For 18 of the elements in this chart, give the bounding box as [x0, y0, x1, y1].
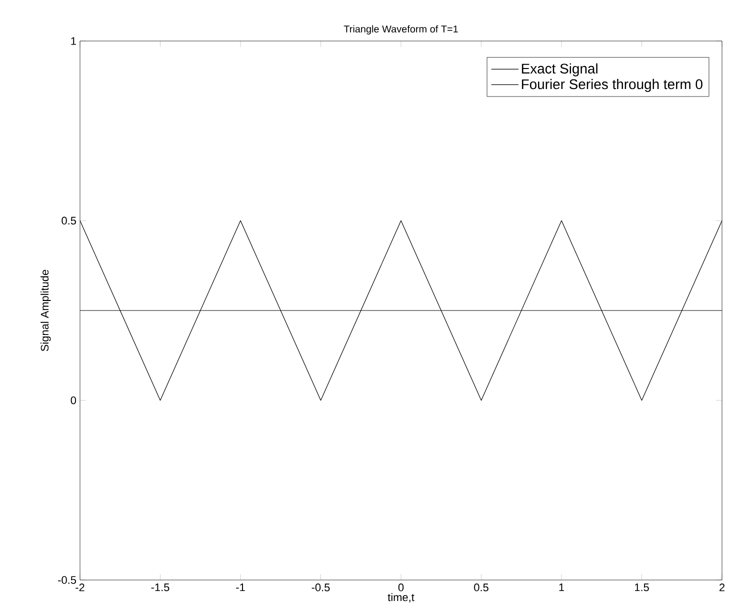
y-axis-title: Signal Amplitude: [40, 270, 51, 352]
x-tick-label: -2: [76, 584, 84, 592]
chart-title: Triangle Waveform of T=1: [344, 25, 458, 34]
x-tick-label: -1.5: [151, 584, 170, 592]
x-tick-label: 1.5: [634, 584, 649, 592]
legend-label: Fourier Series through term 0: [522, 78, 702, 92]
y-tick-label: 1: [71, 37, 76, 45]
x-tick-label: -1: [236, 584, 245, 592]
legend-label: Exact Signal: [522, 63, 598, 76]
x-tick-label: 1: [559, 584, 564, 592]
x-tick-label: 0: [398, 584, 404, 592]
y-tick-label: 0.5: [62, 216, 76, 225]
x-tick-label: 0.5: [474, 584, 488, 592]
x-tick-label: -0.5: [312, 584, 330, 592]
y-tick-label: 0: [70, 396, 76, 404]
x-axis-title: time,t: [388, 593, 414, 602]
y-tick-label: -0.5: [58, 576, 76, 584]
x-tick-label: 2: [720, 584, 725, 592]
